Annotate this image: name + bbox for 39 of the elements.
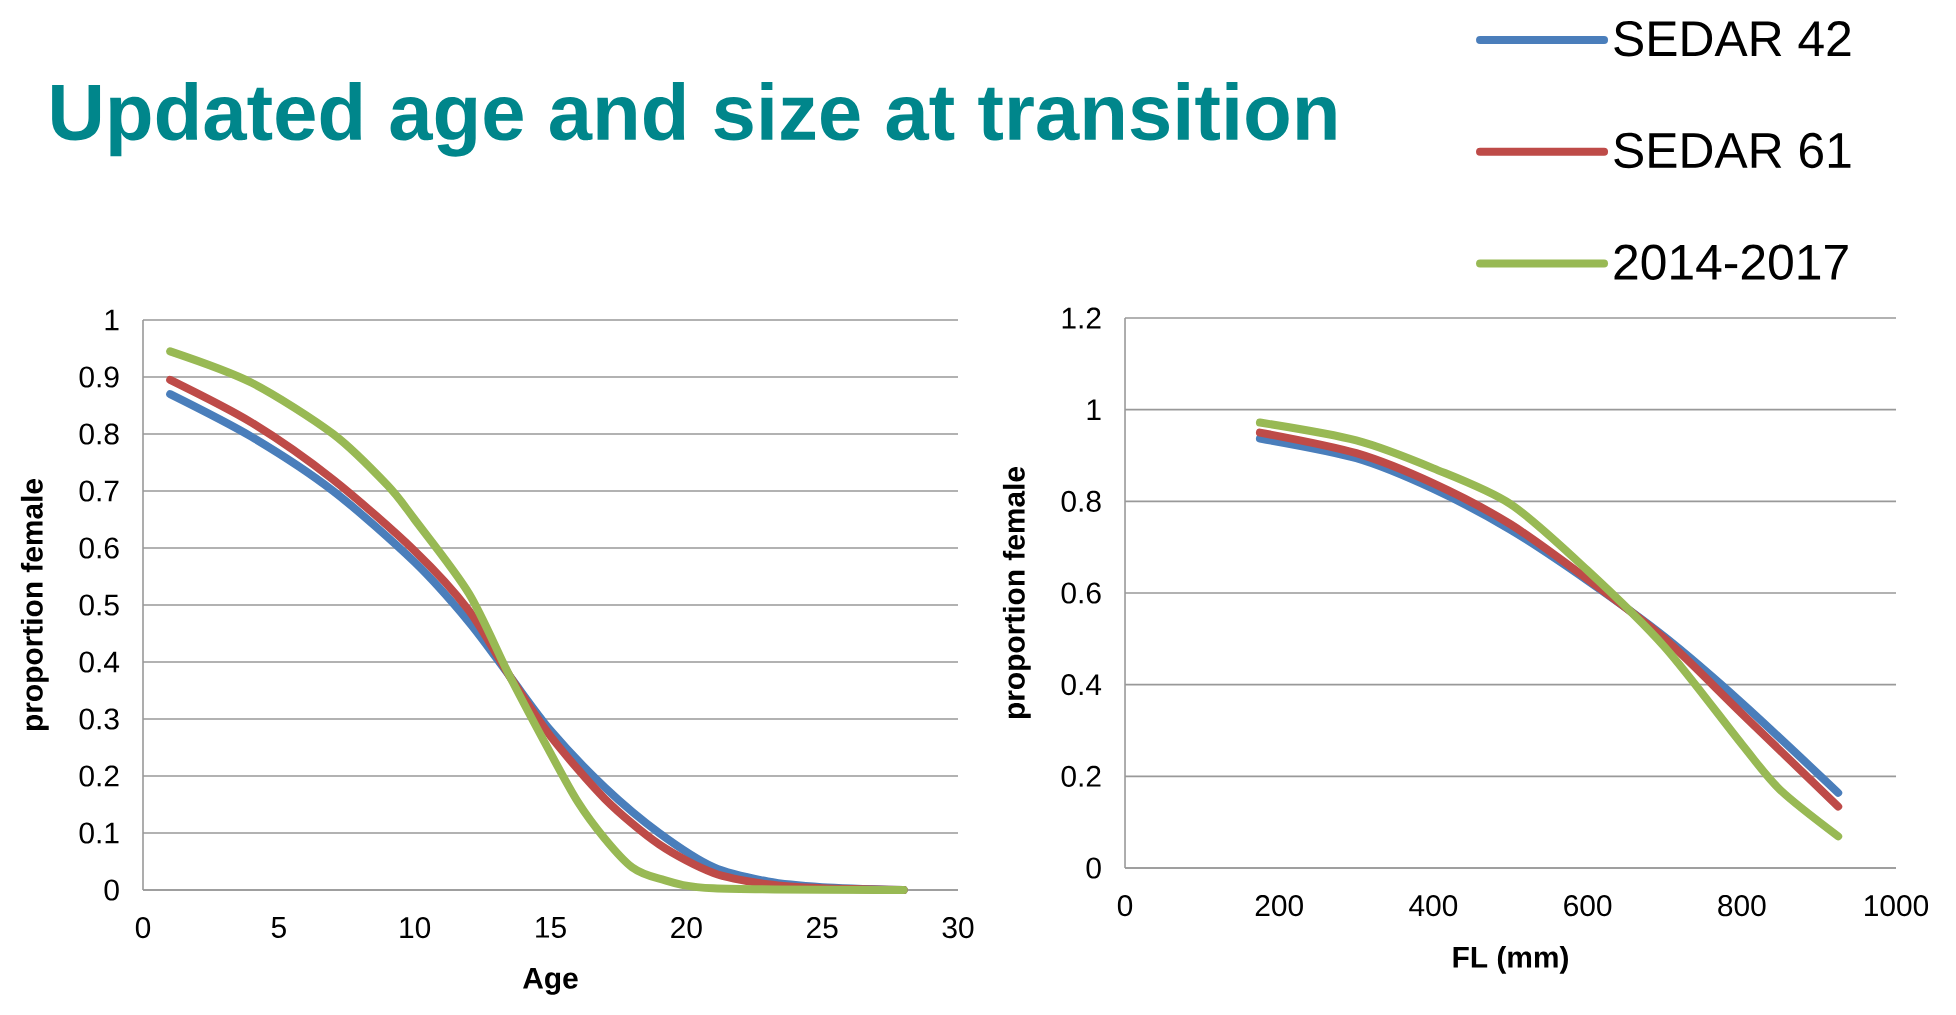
y-tick-label: 0.4 xyxy=(1061,674,1102,696)
x-tick-label: 1000 xyxy=(1865,895,1929,917)
y-tick-label: 0.1 xyxy=(79,822,119,844)
x-tick-label: 0 xyxy=(135,917,151,939)
x-tick-label: 0 xyxy=(1117,895,1133,917)
x-axis-title: FL (mm) xyxy=(1453,945,1568,974)
legend-label: 2014-2017 xyxy=(1614,244,1848,280)
y-tick-label: 0.2 xyxy=(1061,765,1101,787)
y-tick-label: 0.8 xyxy=(1061,490,1101,512)
y-tick-label: 0.4 xyxy=(79,651,120,673)
y-axis-title: proportion female xyxy=(20,479,49,731)
y-tick-label: 0.6 xyxy=(79,537,119,559)
x-tick-label: 20 xyxy=(671,917,702,939)
legend-label: SEDAR 42 xyxy=(1614,21,1851,57)
y-tick-label: 1 xyxy=(105,309,119,331)
y-tick-label: 0.5 xyxy=(79,594,119,616)
y-tick-label: 0 xyxy=(104,879,119,901)
x-tick-label: 10 xyxy=(400,917,431,939)
y-tick-label: 0 xyxy=(1086,857,1101,879)
y-tick-label: 0.8 xyxy=(79,423,119,445)
y-tick-label: 0.3 xyxy=(79,708,119,730)
x-tick-label: 200 xyxy=(1255,895,1303,917)
y-tick-label: 1.2 xyxy=(1062,307,1101,329)
y-tick-label: 0.9 xyxy=(79,366,119,388)
x-tick-label: 800 xyxy=(1718,895,1766,917)
x-tick-label: 15 xyxy=(536,917,566,938)
y-axis-title: proportion female xyxy=(1002,467,1031,719)
x-axis-title: Age xyxy=(523,967,578,995)
chart-title: Updated age and size at transition xyxy=(52,82,1336,157)
x-tick-label: 600 xyxy=(1564,895,1612,917)
x-tick-label: 25 xyxy=(807,917,838,939)
y-tick-label: 0.2 xyxy=(79,765,119,787)
legend-label: SEDAR 61 xyxy=(1614,132,1851,169)
x-tick-label: 400 xyxy=(1409,895,1458,917)
x-tick-label: 5 xyxy=(271,917,286,938)
y-tick-label: 1 xyxy=(1087,399,1101,420)
y-tick-label: 0.6 xyxy=(1061,582,1101,604)
x-tick-label: 30 xyxy=(942,917,974,939)
y-tick-label: 0.7 xyxy=(79,480,119,502)
